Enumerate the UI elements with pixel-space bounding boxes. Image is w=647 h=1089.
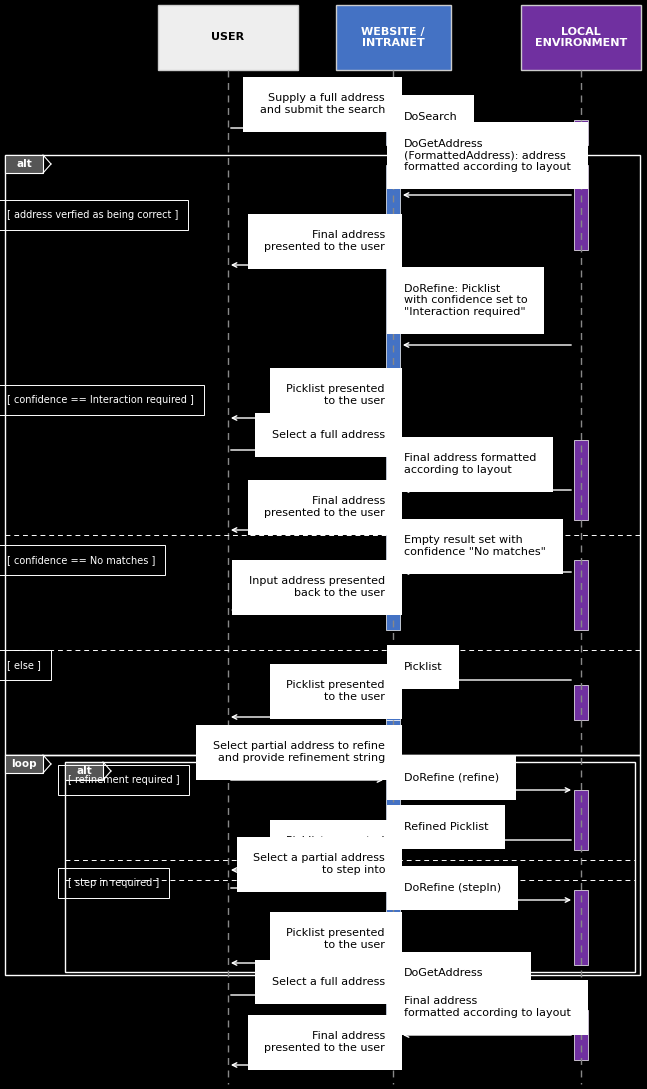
Text: DoGetAddress
(FormattedAddress): DoGetAddress (FormattedAddress) bbox=[404, 968, 515, 990]
Text: Picklist presented
to the user: Picklist presented to the user bbox=[287, 681, 385, 702]
Bar bbox=[5, 155, 640, 755]
Text: Picklist presented
to the user: Picklist presented to the user bbox=[287, 836, 385, 858]
Text: LOCAL
ENVIRONMENT: LOCAL ENVIRONMENT bbox=[535, 27, 627, 48]
Text: USER: USER bbox=[212, 33, 245, 42]
Text: Select partial address to refine
and provide refinement string: Select partial address to refine and pro… bbox=[213, 742, 385, 763]
Bar bbox=[386, 990, 400, 1060]
Bar bbox=[386, 768, 400, 851]
Text: [ confidence == Interaction required ]: [ confidence == Interaction required ] bbox=[7, 395, 194, 405]
Bar bbox=[386, 115, 400, 145]
Bar bbox=[386, 720, 400, 760]
Text: Final address formatted
according to layout: Final address formatted according to lay… bbox=[404, 453, 536, 475]
Text: Select a partial address
to step into: Select a partial address to step into bbox=[253, 854, 385, 874]
Text: Select a full address: Select a full address bbox=[272, 430, 385, 440]
Bar bbox=[574, 560, 588, 631]
Bar bbox=[65, 762, 103, 780]
Text: DoSearch: DoSearch bbox=[404, 112, 457, 122]
Text: Supply a full address
and submit the search: Supply a full address and submit the sea… bbox=[259, 94, 385, 115]
Bar bbox=[158, 5, 298, 70]
Text: DoRefine (stepIn): DoRefine (stepIn) bbox=[404, 883, 501, 893]
Text: DoGetAddress
(FormattedAddress): address
formatted according to layout: DoGetAddress (FormattedAddress): address… bbox=[404, 138, 571, 172]
Bar bbox=[5, 755, 43, 773]
Bar bbox=[65, 762, 635, 972]
Text: Picklist presented
to the user: Picklist presented to the user bbox=[287, 929, 385, 950]
Bar bbox=[574, 120, 588, 145]
Text: Picklist: Picklist bbox=[404, 662, 443, 672]
Text: [ else ]: [ else ] bbox=[7, 660, 41, 670]
Text: loop: loop bbox=[11, 759, 37, 769]
Bar bbox=[574, 1010, 588, 1060]
Text: DoRefine: Picklist
with confidence set to
"Interaction required": DoRefine: Picklist with confidence set t… bbox=[404, 284, 527, 317]
Bar bbox=[521, 5, 641, 70]
Text: Select a full address: Select a full address bbox=[272, 977, 385, 987]
Bar bbox=[574, 440, 588, 521]
Bar bbox=[386, 535, 400, 575]
Text: alt: alt bbox=[16, 159, 32, 169]
Text: Final address
formatted according to layout: Final address formatted according to lay… bbox=[404, 996, 571, 1018]
Bar bbox=[386, 665, 400, 720]
Bar bbox=[386, 575, 400, 631]
Bar bbox=[386, 166, 400, 405]
Text: [ address verfied as being correct ]: [ address verfied as being correct ] bbox=[7, 210, 179, 220]
Text: alt: alt bbox=[76, 766, 92, 776]
Bar bbox=[5, 755, 640, 975]
Text: Input address presented
back to the user: Input address presented back to the user bbox=[249, 576, 385, 598]
Text: [ confidence == No matches ]: [ confidence == No matches ] bbox=[7, 555, 155, 565]
Bar bbox=[574, 685, 588, 720]
Text: [ step in required ]: [ step in required ] bbox=[68, 878, 159, 888]
Text: WEBSITE /
INTRANET: WEBSITE / INTRANET bbox=[361, 27, 425, 48]
Bar bbox=[336, 5, 450, 70]
Bar bbox=[386, 409, 400, 521]
Bar bbox=[574, 890, 588, 965]
Text: DoRefine (refine): DoRefine (refine) bbox=[404, 773, 499, 783]
Text: Final address
presented to the user: Final address presented to the user bbox=[264, 497, 385, 518]
Text: Final address
presented to the user: Final address presented to the user bbox=[264, 1031, 385, 1053]
Bar bbox=[574, 790, 588, 851]
Text: Empty result set with
confidence "No matches": Empty result set with confidence "No mat… bbox=[404, 536, 546, 556]
Text: [ refinement required ]: [ refinement required ] bbox=[68, 775, 180, 785]
Text: Refined Picklist: Refined Picklist bbox=[404, 822, 488, 832]
Text: Picklist presented
to the user: Picklist presented to the user bbox=[287, 384, 385, 406]
Text: Final address
presented to the user: Final address presented to the user bbox=[264, 231, 385, 252]
Bar bbox=[5, 155, 43, 173]
Bar bbox=[574, 166, 588, 250]
Bar bbox=[386, 870, 400, 965]
